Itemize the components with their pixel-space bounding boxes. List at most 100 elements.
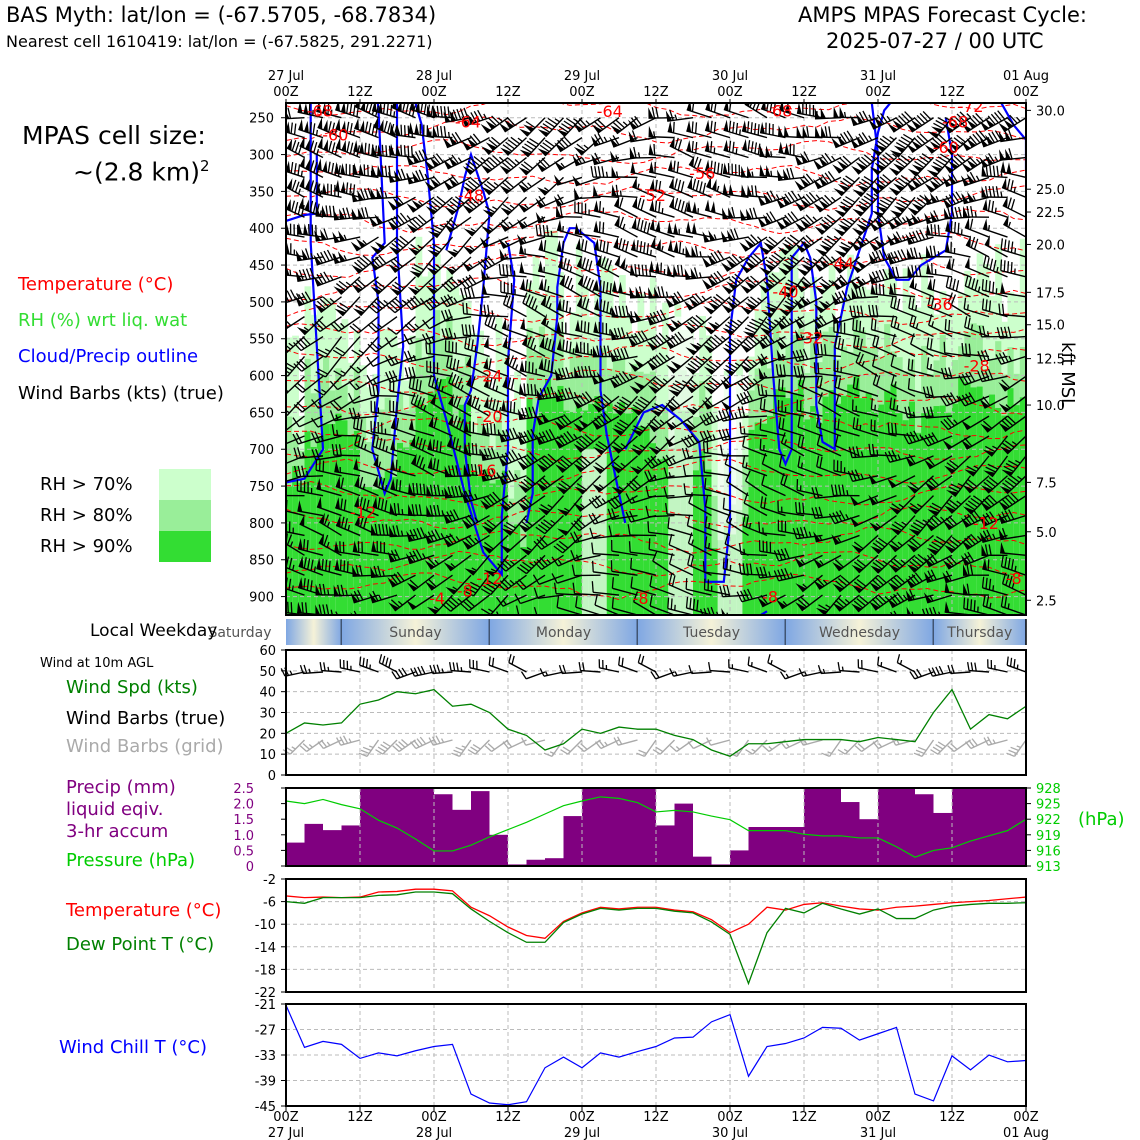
barb-flag xyxy=(337,165,341,177)
upper-wind-barb xyxy=(832,256,860,274)
barb-pennant xyxy=(354,475,360,488)
barb-pennant xyxy=(691,222,697,235)
barb-flag xyxy=(910,247,915,259)
barb-half-flag xyxy=(492,206,498,211)
barb-half-flag xyxy=(1016,116,1021,122)
barb-flag xyxy=(1001,303,1005,315)
barb-pennant xyxy=(784,103,790,114)
barb-flag xyxy=(968,371,976,382)
barb-pennant xyxy=(926,245,932,257)
barb-staff xyxy=(833,470,860,477)
barb-pennant xyxy=(424,181,435,191)
barb-flag xyxy=(331,142,336,154)
barb-flag xyxy=(456,108,462,120)
barb-half-flag xyxy=(665,291,669,298)
barb-pennant xyxy=(726,300,737,310)
barb-pennant xyxy=(426,505,432,517)
barb-flag xyxy=(875,375,881,387)
upper-wind-barb xyxy=(370,236,398,255)
barb-pennant xyxy=(427,457,433,469)
barb-flag xyxy=(389,104,393,116)
barb-pennant xyxy=(820,107,827,119)
barb-flag xyxy=(996,327,1001,339)
barb-flag xyxy=(407,321,417,331)
barb-flag xyxy=(623,347,630,359)
barb-staff xyxy=(891,343,916,358)
barb-staff xyxy=(671,316,694,333)
upper-wind-barb xyxy=(927,295,953,318)
barb-staff xyxy=(704,129,731,139)
barb-pennant xyxy=(961,192,969,204)
barb-flag xyxy=(563,135,572,145)
barb-pennant xyxy=(593,279,599,291)
barb-staff xyxy=(429,296,453,311)
barb-pennant xyxy=(942,197,952,208)
upper-wind-barb xyxy=(868,304,897,318)
barb-flag xyxy=(674,380,686,387)
barb-flag xyxy=(370,302,380,312)
upper-wind-barb xyxy=(632,196,657,218)
upper-wind-barb xyxy=(316,478,342,497)
upper-wind-barb xyxy=(927,277,953,298)
barb-flag xyxy=(637,331,645,342)
barb-pennant xyxy=(911,202,923,211)
barb-half-flag xyxy=(615,171,619,178)
barb-flag xyxy=(682,464,687,476)
barb-flag xyxy=(998,303,1001,315)
barb-staff xyxy=(667,169,694,179)
upper-wind-barb xyxy=(646,352,675,371)
barb-flag xyxy=(372,435,376,447)
barb-staff xyxy=(315,469,342,477)
barb-flag xyxy=(296,340,305,350)
barb-pennant xyxy=(980,484,992,494)
barb-flag xyxy=(467,338,471,350)
barb-flag xyxy=(858,220,869,228)
upper-wind-barb xyxy=(286,415,305,432)
barb-flag xyxy=(440,105,443,118)
barb-flag xyxy=(898,199,909,206)
upper-wind-barb xyxy=(833,417,860,437)
upper-wind-barb xyxy=(964,217,990,238)
barb-pennant xyxy=(795,329,802,341)
barb-staff xyxy=(760,429,786,437)
barb-flag xyxy=(803,260,814,268)
barb-flag xyxy=(802,175,811,185)
barb-flag xyxy=(373,300,383,309)
barb-flag xyxy=(528,296,534,308)
upper-wind-barb xyxy=(758,367,786,380)
barb-flag xyxy=(846,130,854,141)
barb-pennant xyxy=(722,207,728,219)
barb-half-flag xyxy=(362,239,368,245)
barb-half-flag xyxy=(598,484,604,489)
barb-half-flag xyxy=(868,135,873,141)
upper-wind-barb xyxy=(945,276,971,298)
barb-pennant xyxy=(911,213,920,224)
barb-pennant xyxy=(888,167,900,176)
barb-pennant xyxy=(574,222,580,235)
barb-half-flag xyxy=(847,294,852,300)
upper-wind-barb xyxy=(870,398,897,417)
barb-pennant xyxy=(782,303,794,312)
barb-flag xyxy=(858,133,866,144)
upper-wind-barb xyxy=(559,274,583,298)
barb-pennant xyxy=(892,216,902,227)
upper-wind-barb xyxy=(645,485,675,498)
barb-flag xyxy=(504,159,515,169)
upper-wind-barb xyxy=(311,448,342,461)
barb-flag xyxy=(561,240,565,252)
barb-flag xyxy=(929,245,933,257)
upper-wind-barb xyxy=(537,137,564,157)
barb-staff xyxy=(852,455,879,459)
barb-flag xyxy=(286,409,290,414)
barb-flag xyxy=(418,504,422,516)
barb-flag xyxy=(745,338,755,347)
barb-flag xyxy=(293,363,303,372)
barb-half-flag xyxy=(649,249,652,256)
barb-flag xyxy=(946,462,957,470)
barb-staff xyxy=(871,328,897,338)
barb-flag xyxy=(449,218,459,228)
barb-flag xyxy=(391,284,402,292)
upper-wind-barb xyxy=(536,453,564,473)
barb-flag xyxy=(524,407,530,419)
upper-wind-barb xyxy=(780,432,805,457)
